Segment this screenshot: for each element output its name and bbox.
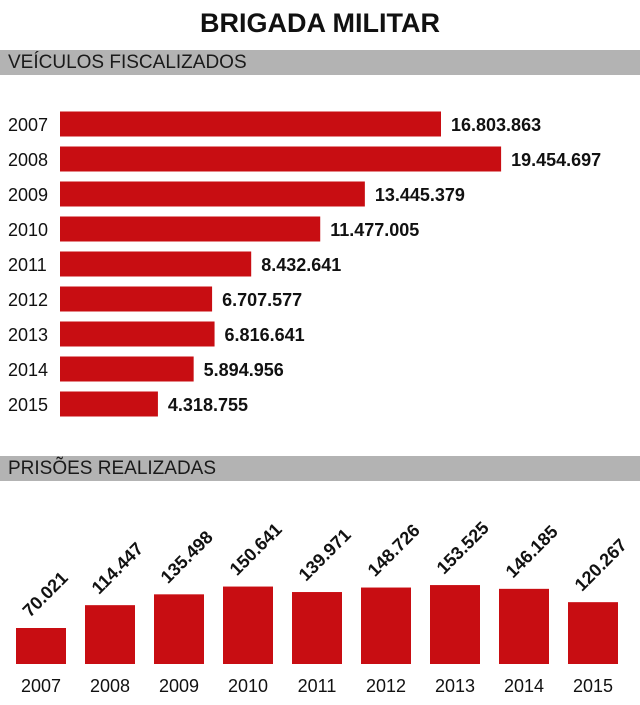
- data-label: 5.894.956: [204, 360, 284, 380]
- y-tick-label: 2013: [8, 325, 48, 345]
- bar: [60, 181, 365, 207]
- x-tick-label: 2012: [366, 676, 406, 696]
- bar: [60, 286, 213, 312]
- bar: [499, 588, 549, 664]
- data-label: 19.454.697: [511, 150, 601, 170]
- y-tick-label: 2008: [8, 150, 48, 170]
- y-tick-label: 2010: [8, 220, 48, 240]
- bar: [60, 356, 194, 382]
- data-label: 114.447: [88, 539, 147, 598]
- data-label: 153.525: [433, 518, 493, 578]
- y-tick-label: 2011: [8, 255, 47, 275]
- bar: [223, 586, 273, 664]
- data-label: 8.432.641: [261, 255, 341, 275]
- data-label: 6.707.577: [222, 290, 302, 310]
- data-label: 146.185: [502, 522, 562, 582]
- y-tick-label: 2007: [8, 115, 48, 135]
- x-tick-label: 2011: [298, 676, 337, 696]
- bar: [60, 111, 441, 137]
- data-label: 11.477.005: [330, 220, 419, 240]
- x-tick-label: 2008: [90, 676, 130, 696]
- y-tick-label: 2009: [8, 185, 48, 205]
- x-tick-label: 2015: [573, 676, 613, 696]
- bar: [60, 216, 321, 242]
- chart-title-veiculos: VEÍCULOS FISCALIZADOS: [0, 50, 640, 75]
- bar: [60, 391, 158, 417]
- chart-title-prisoes: PRISÕES REALIZADAS: [0, 456, 640, 481]
- bar: [361, 587, 411, 664]
- bar: [292, 592, 342, 664]
- data-label: 135.498: [157, 527, 217, 587]
- data-label: 70.021: [19, 568, 72, 621]
- data-label: 150.641: [226, 519, 286, 579]
- bar: [85, 605, 135, 664]
- data-label: 16.803.863: [451, 115, 541, 135]
- x-tick-label: 2007: [21, 676, 61, 696]
- x-tick-label: 2010: [228, 676, 268, 696]
- bar: [16, 628, 66, 664]
- bar: [430, 585, 480, 664]
- data-label: 13.445.379: [375, 185, 465, 205]
- bar: [568, 602, 618, 664]
- y-tick-label: 2015: [8, 395, 48, 415]
- bar: [60, 251, 252, 277]
- bar: [60, 321, 215, 347]
- data-label: 148.726: [364, 520, 424, 580]
- data-label: 120.267: [571, 535, 631, 595]
- y-tick-label: 2014: [8, 360, 48, 380]
- bar: [154, 594, 204, 664]
- page-title: BRIGADA MILITAR: [200, 8, 440, 38]
- data-label: 139.971: [295, 525, 355, 585]
- bar: [60, 146, 502, 172]
- y-tick-label: 2012: [8, 290, 48, 310]
- x-tick-label: 2014: [504, 676, 544, 696]
- data-label: 4.318.755: [168, 395, 248, 415]
- data-label: 6.816.641: [225, 325, 305, 345]
- x-tick-label: 2009: [159, 676, 199, 696]
- x-tick-label: 2013: [435, 676, 475, 696]
